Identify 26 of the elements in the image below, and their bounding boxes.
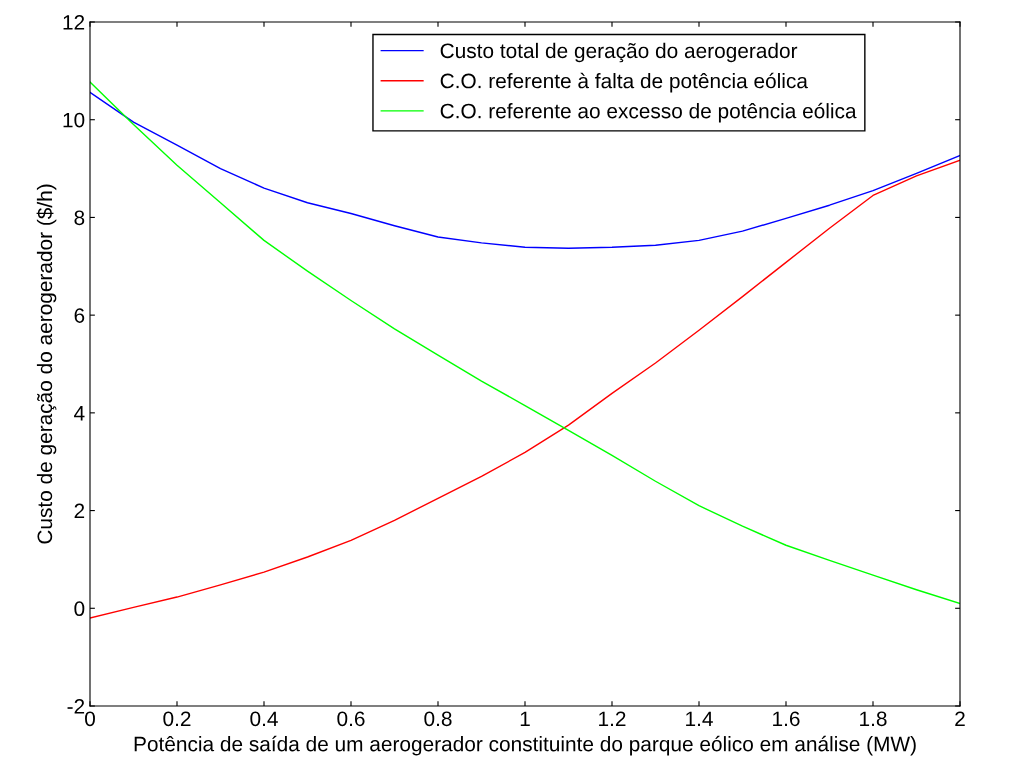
y-tick-label: 4 — [74, 406, 85, 421]
y-axis-title: Custo de geração do aerogerador ($/h) — [36, 184, 57, 544]
y-tick-label: 0 — [74, 601, 85, 617]
y-tick-label: 2 — [74, 503, 85, 519]
legend-label: Custo total de geração do aerogerador — [440, 42, 798, 63]
y-tick-label: -2 — [67, 699, 85, 714]
x-tick-label: 0.4 — [250, 711, 278, 727]
line-series — [90, 91, 960, 249]
legend-label: C.O. referente ao excesso de potência eólica — [440, 102, 857, 123]
x-axis-title: Potência de saída de um aerogerador constituinte do parque eólico em análise (MW) — [134, 735, 916, 756]
x-tick-label: 1.8 — [860, 711, 887, 727]
line-series — [90, 159, 960, 619]
x-tick-label: 1 — [520, 711, 530, 726]
x-tick-label: 0.8 — [424, 711, 452, 727]
x-tick-label: 0 — [85, 711, 95, 727]
legend-label: C.O. referente à falta de potência eólica — [440, 72, 808, 93]
y-tick-label: 12 — [63, 15, 85, 30]
y-tick-label: 6 — [74, 308, 85, 323]
x-tick-label: 1.4 — [686, 711, 713, 726]
x-tick-label: 0.6 — [337, 711, 365, 727]
y-tick-label: 8 — [74, 210, 85, 226]
y-tick-label: 10 — [63, 112, 85, 128]
x-tick-label: 0.2 — [163, 711, 191, 727]
x-tick-label: 1.6 — [773, 711, 800, 727]
x-tick-label: 1.2 — [599, 711, 626, 726]
x-tick-label: 2 — [955, 711, 965, 726]
